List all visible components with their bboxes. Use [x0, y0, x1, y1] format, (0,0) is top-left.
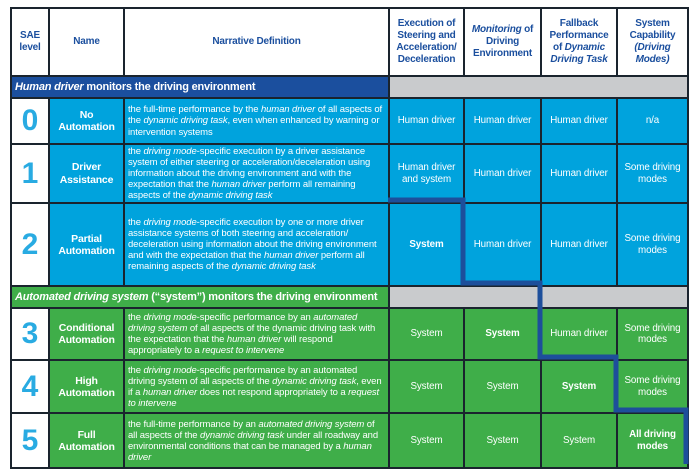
- section-header-automated-system: Automated driving system (“system”) moni…: [10, 285, 390, 310]
- col-header-monitoring: Monitoring of Driving Environment: [463, 7, 542, 77]
- narrative-cell-4: the driving mode-specific performance by…: [123, 359, 390, 415]
- row-level-3: 3 Conditional Automation the driving mod…: [10, 307, 689, 362]
- fallback-cell-4: System: [540, 359, 618, 415]
- fallback-cell-2: Human driver: [540, 202, 618, 288]
- level-number-5: 5: [10, 412, 50, 470]
- row-level-5: 5 Full Automation the full-time performa…: [10, 412, 689, 470]
- section-row-human-driver: Human driver monitors the driving enviro…: [10, 75, 689, 99]
- row-level-0: 0 No Automation the full-time performanc…: [10, 97, 689, 145]
- name-cell-1: Driver Assistance: [48, 142, 125, 205]
- level-number-1: 1: [10, 142, 50, 205]
- section-gray-strip-2: [388, 285, 689, 310]
- monitoring-cell-2: Human driver: [463, 202, 542, 288]
- level-number-4: 4: [10, 359, 50, 415]
- narrative-cell-2: the driving mode-specific execution by o…: [123, 202, 390, 288]
- execution-cell-4: System: [388, 359, 465, 415]
- execution-cell-5: System: [388, 412, 465, 470]
- name-cell-0: No Automation: [48, 97, 125, 145]
- level-number-3: 3: [10, 307, 50, 362]
- narrative-cell-1: the driving mode-specific execution by a…: [123, 142, 390, 205]
- fallback-cell-0: Human driver: [540, 97, 618, 145]
- narrative-cell-5: the full-time performance by an automate…: [123, 412, 390, 470]
- execution-cell-1: Human driver and system: [388, 142, 465, 205]
- section-row-automated-system: Automated driving system (“system”) moni…: [10, 285, 689, 310]
- levels-table: SAE level Name Narrative Definition Exec…: [10, 7, 689, 470]
- fallback-cell-5: System: [540, 412, 618, 470]
- capability-cell-2: Some driving modes: [616, 202, 689, 288]
- fallback-cell-3: Human driver: [540, 307, 618, 362]
- name-cell-5: Full Automation: [48, 412, 125, 470]
- execution-cell-3: System: [388, 307, 465, 362]
- col-header-fallback: Fallback Performance of Dynamic Driving …: [540, 7, 618, 77]
- capability-cell-4: Some driving modes: [616, 359, 689, 415]
- capability-cell-3: Some driving modes: [616, 307, 689, 362]
- name-cell-3: Conditional Automation: [48, 307, 125, 362]
- col-header-system-capability: System Capability (Driving Modes): [616, 7, 689, 77]
- section-header-human-driver: Human driver monitors the driving enviro…: [10, 75, 390, 99]
- capability-cell-1: Some driving modes: [616, 142, 689, 205]
- monitoring-cell-3: System: [463, 307, 542, 362]
- row-level-2: 2 Partial Automation the driving mode-sp…: [10, 202, 689, 288]
- monitoring-cell-0: Human driver: [463, 97, 542, 145]
- narrative-cell-0: the full-time performance by the human d…: [123, 97, 390, 145]
- capability-cell-5: All driving modes: [616, 412, 689, 470]
- name-cell-2: Partial Automation: [48, 202, 125, 288]
- monitoring-cell-4: System: [463, 359, 542, 415]
- capability-cell-0: n/a: [616, 97, 689, 145]
- execution-cell-2: System: [388, 202, 465, 288]
- execution-cell-0: Human driver: [388, 97, 465, 145]
- name-cell-4: High Automation: [48, 359, 125, 415]
- fallback-cell-1: Human driver: [540, 142, 618, 205]
- narrative-cell-3: the driving mode-specific performance by…: [123, 307, 390, 362]
- row-level-4: 4 High Automation the driving mode-speci…: [10, 359, 689, 415]
- monitoring-cell-5: System: [463, 412, 542, 470]
- row-level-1: 1 Driver Assistance the driving mode-spe…: [10, 142, 689, 205]
- level-number-0: 0: [10, 97, 50, 145]
- col-header-sae-level: SAE level: [10, 7, 50, 77]
- col-header-name: Name: [48, 7, 125, 77]
- monitoring-cell-1: Human driver: [463, 142, 542, 205]
- table-header-row: SAE level Name Narrative Definition Exec…: [10, 7, 689, 77]
- section-gray-strip-1: [388, 75, 689, 99]
- col-header-execution: Execution of Steering and Acceleration/​…: [388, 7, 465, 77]
- level-number-2: 2: [10, 202, 50, 288]
- col-header-narrative-definition: Narrative Definition: [123, 7, 390, 77]
